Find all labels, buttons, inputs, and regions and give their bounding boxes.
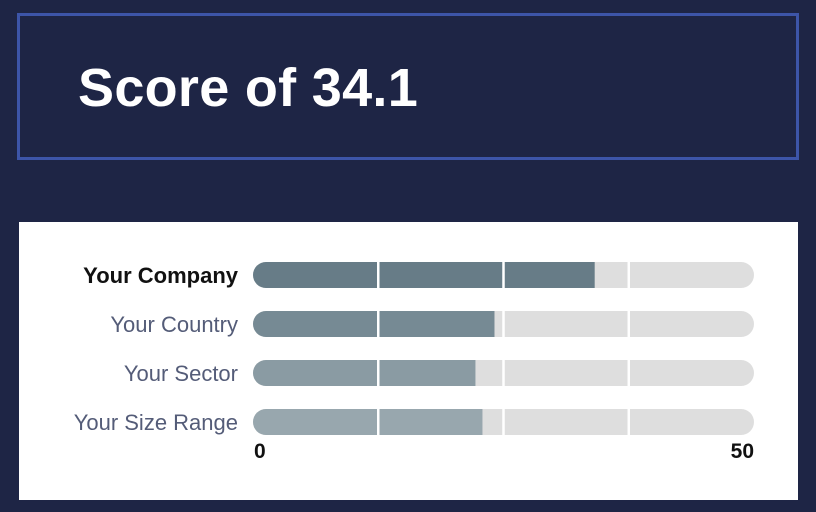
bar-row-0 — [253, 262, 754, 288]
bar-value — [253, 409, 483, 435]
tick-label-max: 50 — [731, 440, 754, 463]
score-title: Score of 34.1 — [78, 58, 419, 118]
score-panel: Score of 34.1 — [17, 13, 799, 160]
category-label: Your Size Range — [74, 410, 238, 435]
bar-row-3 — [253, 409, 754, 435]
bar-value — [253, 360, 476, 386]
bar-value — [253, 311, 495, 337]
bar-row-1 — [253, 311, 754, 337]
benchmark-chart-card: Your Company Your Country Your Sector Your … — [19, 222, 798, 500]
category-label: Your Sector — [124, 361, 238, 386]
bar-row-2 — [253, 360, 754, 386]
category-label: Your Country — [110, 312, 238, 337]
benchmark-bar-chart: Your Company Your Country Your Sector Your … — [74, 262, 754, 463]
category-label: Your Company — [83, 263, 239, 288]
bar-value — [253, 262, 595, 288]
tick-label-min: 0 — [254, 440, 266, 463]
